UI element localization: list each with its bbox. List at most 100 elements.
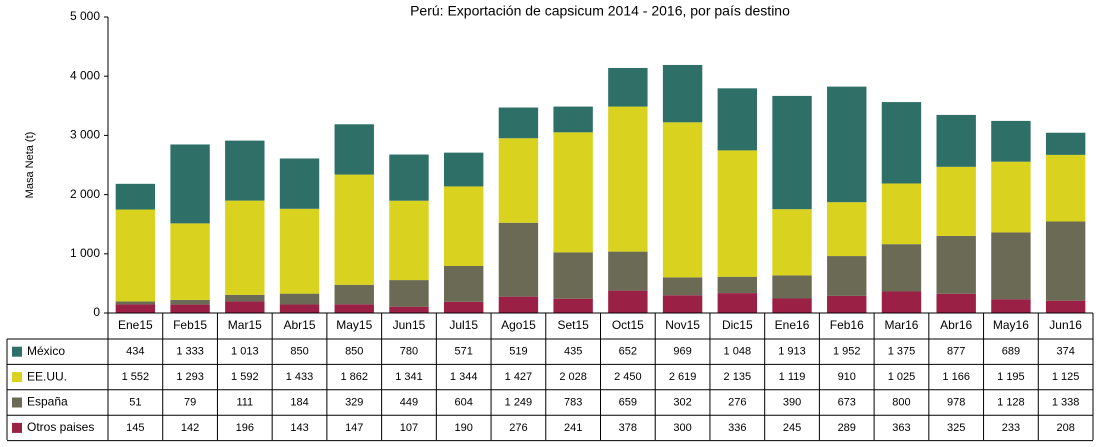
bar-segment (225, 140, 265, 201)
bar-segment (1045, 300, 1086, 313)
table-cell: 1 166 (942, 371, 970, 383)
bar-segment (334, 124, 374, 175)
bar-segment (498, 222, 539, 297)
x-tick-label: Set15 (557, 318, 589, 332)
bar-segment (279, 304, 320, 313)
table-cell: 190 (455, 422, 473, 434)
table-cell: 245 (783, 422, 801, 434)
table-cell: 780 (400, 346, 418, 358)
bar-segment (225, 294, 265, 302)
bar-segment (936, 114, 976, 167)
bar-segment (608, 67, 648, 107)
table-cell: 2 450 (614, 371, 642, 383)
x-tick-label: Abr15 (284, 318, 316, 332)
table-cell: 300 (673, 422, 691, 434)
bar-segment (279, 208, 320, 294)
x-tick-label: Nov15 (665, 318, 700, 332)
table-cell: 208 (1056, 422, 1074, 434)
table-cell: 910 (838, 371, 856, 383)
bar-segment (881, 291, 922, 313)
legend-swatch (12, 372, 22, 383)
table-cell: 329 (345, 396, 363, 408)
table-cell: 107 (400, 422, 418, 434)
table-cell: 659 (619, 396, 637, 408)
x-tick-label: Oct15 (612, 318, 644, 332)
bar-segment (608, 290, 648, 313)
table-cell: 434 (126, 346, 144, 358)
y-tick-label: 1 000 (70, 246, 100, 260)
table-cell: 1 375 (888, 346, 916, 358)
x-tick-label: Jul15 (449, 318, 478, 332)
y-tick-label: 5 000 (70, 9, 100, 23)
bar-segment (827, 295, 867, 313)
bar-segment (1045, 132, 1086, 155)
table-cell: 652 (619, 346, 637, 358)
bar-segment (827, 256, 867, 296)
table-cell: 783 (564, 396, 582, 408)
table-cell: 1 333 (176, 346, 204, 358)
bar-segment (1045, 221, 1086, 301)
table-cell: 519 (509, 346, 527, 358)
bar-segment (334, 284, 374, 305)
chart-title: Perú: Exportación de capsicum 2014 - 201… (410, 3, 790, 19)
bar-segment (334, 174, 374, 285)
table-cell: 79 (184, 396, 196, 408)
table-cell: 689 (1002, 346, 1020, 358)
table-cell: 111 (236, 396, 253, 408)
bar-segment (662, 64, 703, 123)
bar-segment (115, 301, 156, 305)
table-cell: 435 (564, 346, 582, 358)
table-cell: 1 195 (997, 371, 1025, 383)
y-tick-label: 3 000 (70, 128, 100, 142)
x-tick-label: Ene16 (775, 318, 810, 332)
bar-segment (225, 200, 265, 295)
table-cell: 850 (345, 346, 363, 358)
bar-segment (115, 209, 156, 302)
bar-segment (827, 86, 867, 203)
table-cell: 978 (947, 396, 965, 408)
table-cell: 1 552 (122, 371, 150, 383)
bar-segment (553, 132, 593, 253)
table-cell: 276 (509, 422, 527, 434)
bar-segment (662, 295, 703, 313)
x-tick-label: May16 (993, 318, 1029, 332)
table-cell: 196 (236, 422, 254, 434)
bar-segment (717, 150, 758, 277)
table-cell: 1 344 (450, 371, 478, 383)
x-tick-label: Feb16 (830, 318, 864, 332)
table-cell: 147 (345, 422, 363, 434)
bar-segment (498, 138, 539, 223)
bar-segment (881, 102, 922, 184)
bar-segment (991, 120, 1031, 162)
bar-segment (881, 183, 922, 245)
table-cell: 1 119 (779, 371, 806, 383)
bar-segment (991, 161, 1031, 233)
table-cell: 1 338 (1052, 396, 1080, 408)
bar-segment (717, 276, 758, 294)
bar-segment (389, 200, 429, 281)
table-cell: 1 862 (340, 371, 368, 383)
bar-segment (279, 293, 320, 305)
table-cell: 145 (126, 422, 144, 434)
table-cell: 363 (892, 422, 910, 434)
bar-segment (608, 251, 648, 291)
legend-swatch (12, 422, 22, 433)
x-tick-label: Ago15 (501, 318, 536, 332)
table-cell: 142 (181, 422, 199, 434)
table-cell: 449 (400, 396, 418, 408)
bar-segment (936, 235, 976, 294)
bar-segment (498, 296, 539, 313)
table-cell: 1 025 (888, 371, 916, 383)
table-cell: 2 028 (559, 371, 587, 383)
x-tick-label: Ene15 (118, 318, 153, 332)
x-tick-label: Mar16 (884, 318, 918, 332)
bar-segment (443, 152, 484, 187)
table-cell: 1 913 (778, 346, 806, 358)
bar-segment (717, 88, 758, 151)
bar-segment (225, 301, 265, 313)
table-cell: 390 (783, 396, 801, 408)
legend-swatch (12, 397, 22, 408)
table-cell: 1 427 (505, 371, 533, 383)
table-cell: 378 (619, 422, 637, 434)
legend-label: EE.UU. (27, 369, 67, 383)
